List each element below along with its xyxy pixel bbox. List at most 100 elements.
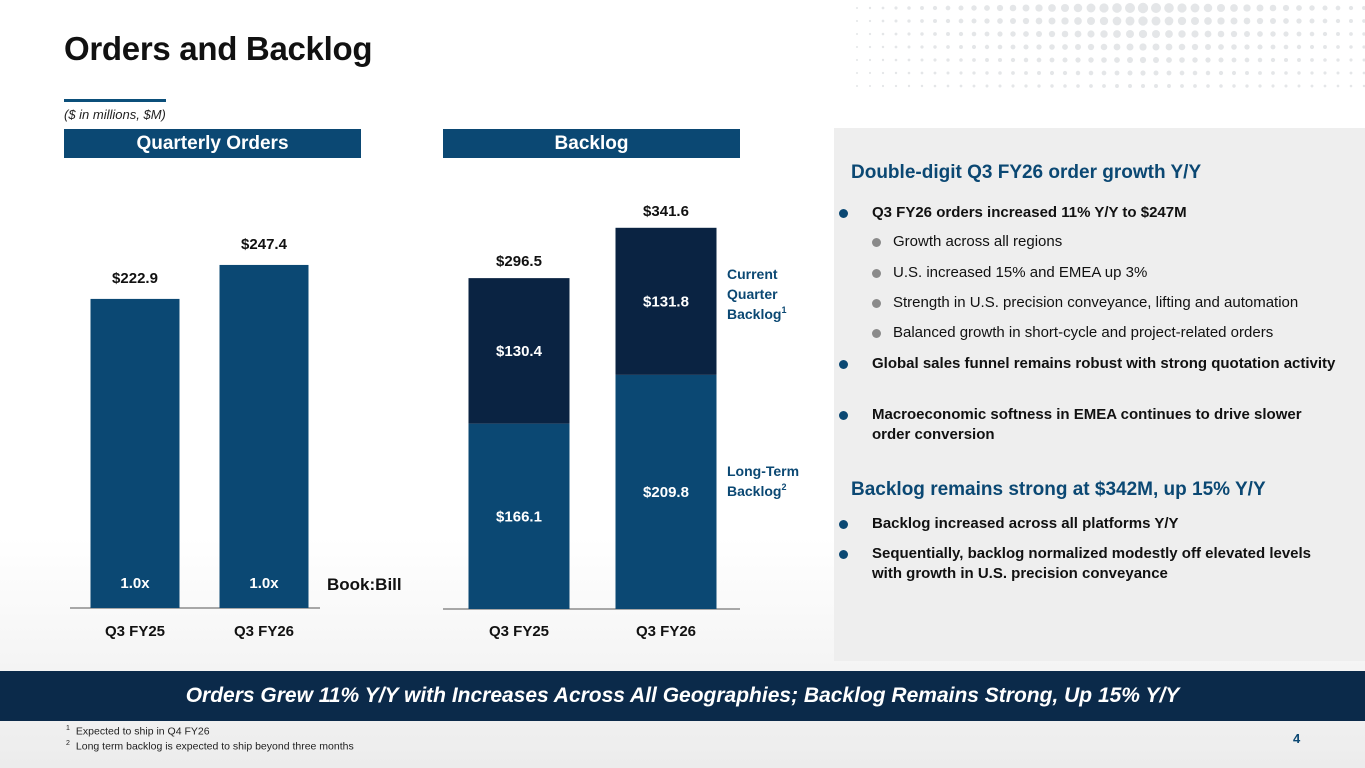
pattern-dot xyxy=(856,85,858,87)
longterm-value-label: $166.1 xyxy=(496,508,542,525)
orders-panel-header: Quarterly Orders xyxy=(64,129,361,158)
pattern-dot xyxy=(958,5,964,11)
pattern-dot xyxy=(1022,4,1030,12)
pattern-dot xyxy=(1244,57,1250,63)
pattern-dot xyxy=(946,58,950,62)
pattern-dot xyxy=(1153,57,1159,63)
book-bill-value: 1.0x xyxy=(249,575,279,592)
legend-long-term: Long-Term Backlog2 xyxy=(727,463,799,499)
pattern-dot xyxy=(1112,3,1122,13)
pattern-dot xyxy=(1243,4,1251,12)
current-value-label: $131.8 xyxy=(643,293,689,310)
pattern-dot xyxy=(1245,84,1249,88)
pattern-dot xyxy=(946,84,950,88)
longterm-value-label: $209.8 xyxy=(643,484,689,501)
pattern-dot xyxy=(1230,30,1238,38)
charts-canvas: $222.9 1.0x Q3 FY25 $247.4 1.0x Q3 FY26 $166.… xyxy=(70,203,799,640)
pattern-dot xyxy=(1074,43,1082,51)
pattern-dot xyxy=(868,19,872,23)
pattern-dot xyxy=(1154,84,1158,88)
pattern-dot xyxy=(1166,57,1172,63)
backlog-total-label: $296.5 xyxy=(496,253,542,270)
pattern-dot xyxy=(856,7,858,9)
pattern-dot xyxy=(972,84,976,88)
pattern-dot xyxy=(1323,71,1327,75)
bullet-dot-icon xyxy=(839,411,848,420)
pattern-dot xyxy=(1114,70,1120,76)
pattern-dot xyxy=(1216,3,1226,13)
pattern-dot xyxy=(1164,3,1174,13)
pattern-dot xyxy=(894,71,898,75)
pattern-dot xyxy=(1011,71,1015,75)
pattern-dot xyxy=(1075,57,1081,63)
pattern-dot xyxy=(1256,17,1264,25)
pattern-dot xyxy=(1244,44,1250,50)
pattern-dot xyxy=(856,33,858,35)
pattern-dot xyxy=(1231,70,1237,76)
page-title: Orders and Backlog xyxy=(64,30,373,67)
pattern-dot xyxy=(894,19,898,23)
pattern-dot xyxy=(1335,5,1341,11)
pattern-dot xyxy=(959,71,963,75)
pattern-dot xyxy=(1348,5,1354,11)
pattern-dot xyxy=(1138,29,1148,39)
legend-current-line2: Quarter xyxy=(727,286,778,302)
pattern-dot xyxy=(1190,3,1200,13)
pattern-dot xyxy=(933,19,937,23)
pattern-dot xyxy=(881,6,885,10)
bullet-dot-icon xyxy=(872,329,881,338)
pattern-dot xyxy=(984,31,990,37)
pattern-dot xyxy=(971,18,977,24)
pattern-dot xyxy=(984,5,990,11)
pattern-dot xyxy=(1153,70,1159,76)
pattern-dot xyxy=(1127,70,1133,76)
pattern-dot xyxy=(1011,84,1015,88)
bullet-text: Q3 FY26 orders increased 11% Y/Y to $247… xyxy=(872,204,1187,221)
commentary-panel xyxy=(834,128,1365,661)
pattern-dot xyxy=(1257,57,1263,63)
pattern-dot xyxy=(1151,16,1161,26)
decorative-dot-pattern xyxy=(845,0,1365,110)
pattern-dot xyxy=(1061,30,1069,38)
pattern-dot xyxy=(868,45,872,49)
pattern-dot xyxy=(972,58,976,62)
pattern-dot xyxy=(1335,18,1341,24)
pattern-dot xyxy=(997,31,1003,37)
pattern-dot xyxy=(1089,84,1093,88)
pattern-dot xyxy=(1258,71,1262,75)
bullet-dot-icon xyxy=(839,520,848,529)
pattern-dot xyxy=(1309,31,1315,37)
pattern-dot xyxy=(1140,83,1146,89)
pattern-dot xyxy=(985,71,989,75)
pattern-dot xyxy=(1283,18,1289,24)
pattern-dot xyxy=(1179,70,1185,76)
book-bill-label: Book:Bill xyxy=(327,575,402,594)
orders-bar xyxy=(219,264,309,608)
pattern-dot xyxy=(1190,16,1200,26)
pattern-dot xyxy=(1349,32,1353,36)
pattern-dot xyxy=(1322,18,1328,24)
bullet-dot-icon xyxy=(839,360,848,369)
pattern-dot xyxy=(1270,44,1276,50)
pattern-dot xyxy=(946,32,950,36)
pattern-dot xyxy=(1024,71,1028,75)
orders-category-label: Q3 FY25 xyxy=(105,623,165,640)
pattern-dot xyxy=(1218,57,1224,63)
pattern-dot xyxy=(1322,31,1328,37)
footnote-1-mark: 1 xyxy=(66,725,70,732)
legend-longterm-footnote-mark: 2 xyxy=(781,482,786,492)
pattern-dot xyxy=(1036,57,1042,63)
pattern-dot xyxy=(881,19,885,23)
pattern-dot xyxy=(1140,70,1146,76)
bullet-dot-icon xyxy=(872,238,881,247)
svg-text:Long-Term: Long-Term xyxy=(727,463,799,479)
svg-text:Quarter: Quarter xyxy=(727,286,778,302)
pattern-dot xyxy=(1010,31,1016,37)
pattern-dot xyxy=(1270,31,1276,37)
pattern-dot xyxy=(1323,84,1327,88)
pattern-dot xyxy=(998,71,1002,75)
pattern-dot xyxy=(945,18,951,24)
pattern-dot xyxy=(1139,43,1147,51)
pattern-dot xyxy=(856,46,858,48)
pattern-dot xyxy=(1048,17,1056,25)
